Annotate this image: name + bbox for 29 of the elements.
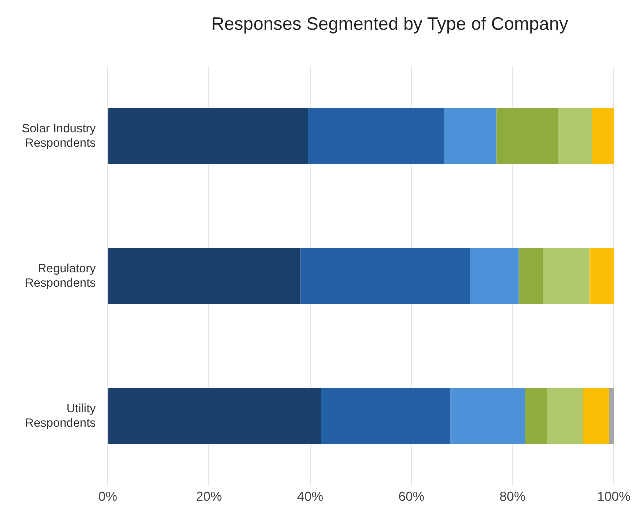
x-tick-label: 60% xyxy=(398,488,426,504)
x-tick-label: 80% xyxy=(500,488,526,504)
x-tick-label: 0% xyxy=(98,488,118,504)
bar xyxy=(609,388,614,444)
bar xyxy=(583,388,610,444)
bar xyxy=(321,388,451,444)
x-tick-label: 100% xyxy=(597,488,632,504)
bar xyxy=(547,388,584,444)
bar xyxy=(543,248,590,304)
bar xyxy=(470,248,519,304)
bar xyxy=(590,248,614,304)
bar xyxy=(108,388,322,444)
bar xyxy=(450,388,526,444)
bar xyxy=(300,248,470,304)
chart-title: Responses Segmented by Type of Company xyxy=(210,14,570,35)
bar xyxy=(518,248,544,304)
y-tick-label: Regulatory Respondents xyxy=(25,262,96,290)
bar xyxy=(558,108,592,164)
bar xyxy=(525,388,548,444)
bar xyxy=(108,108,308,164)
bar xyxy=(308,108,444,164)
y-tick-label: Utility Respondents xyxy=(25,402,96,430)
bar xyxy=(444,108,497,164)
bar xyxy=(496,108,559,164)
bar xyxy=(592,108,614,164)
x-tick-label: 40% xyxy=(297,488,324,504)
y-tick-label: Solar Industry Respondents xyxy=(22,122,96,150)
bar xyxy=(108,248,301,304)
x-tick-label: 20% xyxy=(196,488,223,504)
